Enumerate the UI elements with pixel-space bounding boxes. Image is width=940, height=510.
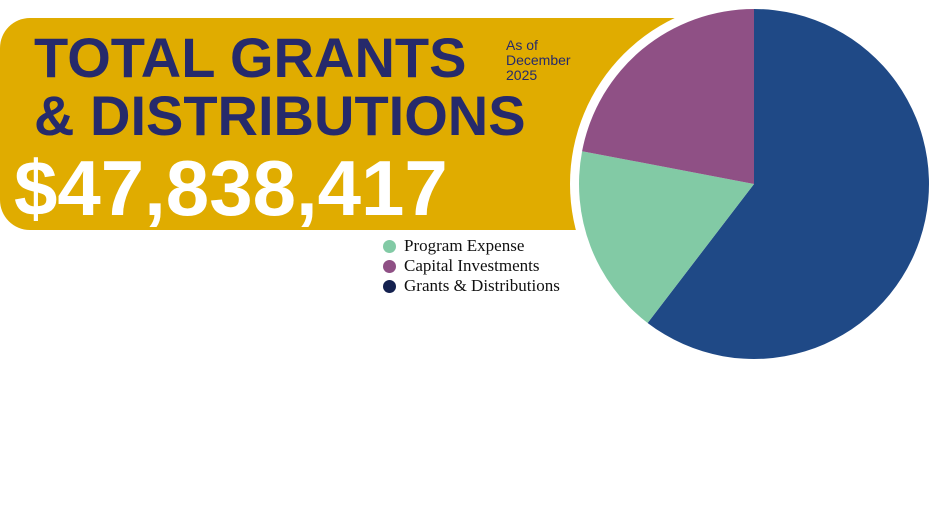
legend-label: Program Expense (404, 236, 525, 255)
pie-slice-capital-investments (582, 9, 754, 184)
pie-slice-program-expense (579, 151, 754, 323)
legend-item-grants-distributions: Grants & Distributions (383, 276, 560, 296)
pie-slice-grants-distributions (647, 9, 929, 359)
legend-label: Grants & Distributions (404, 276, 560, 295)
title-line-1: TOTAL GRANTS (34, 26, 467, 89)
total-amount: $47,838,417 (14, 144, 448, 232)
legend: Program Expense Capital Investments Gran… (383, 236, 560, 296)
pie-slices (579, 9, 929, 359)
legend-item-capital-investments: Capital Investments (383, 256, 560, 276)
legend-swatch (383, 279, 396, 293)
legend-swatch (383, 239, 396, 253)
as-of-date: As of December 2025 (506, 37, 571, 83)
legend-label: Capital Investments (404, 256, 540, 275)
legend-swatch (383, 259, 396, 273)
legend-item-program-expense: Program Expense (383, 236, 560, 256)
title-line-2: & DISTRIBUTIONS (34, 84, 526, 147)
